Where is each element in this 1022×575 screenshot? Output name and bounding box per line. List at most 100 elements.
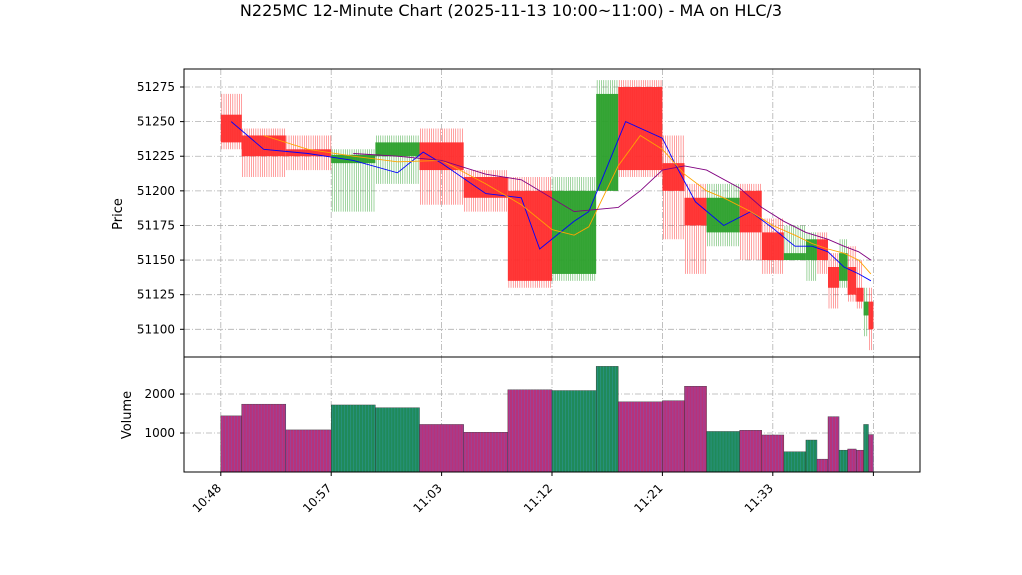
volume-tick-label: 1000 <box>144 426 175 440</box>
volume-bar <box>827 416 840 473</box>
volume-block <box>783 451 807 473</box>
time-tick-label: 10:48 <box>190 481 224 515</box>
volume-bar <box>331 404 376 473</box>
ma-line <box>353 153 872 261</box>
candle-body <box>863 301 869 316</box>
candle <box>596 80 619 191</box>
chart-title: N225MC 12-Minute Chart (2025-11-13 10:00… <box>240 1 782 20</box>
candle-body <box>662 163 685 191</box>
volume-bar <box>783 451 807 473</box>
volume-bar <box>863 424 869 473</box>
candle <box>419 128 464 205</box>
candle <box>507 177 552 288</box>
candle-body <box>761 232 784 261</box>
candle <box>662 135 685 240</box>
volume-bar <box>618 401 663 473</box>
candle-body <box>856 287 864 302</box>
price-tick-label: 51175 <box>137 218 175 232</box>
volume-bar <box>739 430 762 473</box>
volume-bar <box>706 431 740 473</box>
price-tick-label: 51125 <box>137 288 175 302</box>
volume-block <box>684 386 707 473</box>
volume-bar <box>847 448 857 473</box>
ma-line <box>263 134 872 275</box>
time-tick-label: 10:57 <box>300 481 334 515</box>
volume-block <box>761 434 785 473</box>
volume-bar <box>868 434 874 473</box>
candle <box>552 177 597 281</box>
volume-axis-ticks: 1000 2000 <box>144 387 184 440</box>
candle <box>618 80 663 177</box>
candle-body <box>828 267 840 288</box>
candle-body <box>552 190 597 274</box>
candle-body <box>241 135 286 157</box>
price-panel: 51100 51125 51150 51175 51200 51225 51250 51275… <box>111 68 921 358</box>
candle-body <box>375 142 420 157</box>
candle <box>828 253 840 309</box>
volume-block <box>856 449 864 473</box>
candle <box>847 246 857 302</box>
candle <box>805 232 817 281</box>
price-bars <box>220 80 874 351</box>
time-tick-label: 11:12 <box>521 481 555 515</box>
volume-bar <box>595 366 619 473</box>
candle <box>684 183 707 274</box>
candle <box>220 93 242 150</box>
volume-bar <box>551 390 597 473</box>
volume-bar <box>805 439 818 473</box>
volume-bar <box>285 429 332 473</box>
time-tick-label: 11:21 <box>631 481 665 515</box>
candle <box>863 287 869 337</box>
price-tick-label: 51150 <box>137 253 175 267</box>
volume-bar <box>816 458 829 473</box>
volume-bar <box>507 389 553 473</box>
volume-block <box>662 400 685 473</box>
price-axis-label: Price <box>111 198 126 230</box>
volume-block <box>863 424 869 473</box>
volume-bar <box>856 449 864 473</box>
volume-bar <box>375 407 420 473</box>
candle-body <box>331 154 376 164</box>
volume-bar <box>463 432 509 473</box>
time-tick-label: 11:03 <box>411 481 445 515</box>
volume-block <box>739 430 762 473</box>
candle <box>868 287 874 351</box>
candle <box>285 135 332 171</box>
volume-block <box>868 434 874 473</box>
candle-body <box>596 93 619 191</box>
candle-body <box>847 267 857 295</box>
candle-body <box>463 177 508 198</box>
price-tick-label: 51275 <box>137 80 175 94</box>
volume-bar <box>662 400 685 473</box>
candle-body <box>805 239 817 261</box>
candle <box>739 183 762 261</box>
price-tick-label: 51100 <box>137 322 175 336</box>
time-tick-label: 11:33 <box>742 481 776 515</box>
price-tick-label: 51225 <box>137 149 175 163</box>
candle-body <box>220 114 242 143</box>
volume-block <box>595 366 619 473</box>
candle-body <box>783 253 806 261</box>
candle-body <box>285 149 332 157</box>
volume-axis-label: Volume <box>120 391 135 439</box>
volume-bar <box>241 403 287 473</box>
volume-bar <box>761 434 785 473</box>
ma-lines <box>230 120 872 282</box>
candle-body <box>419 142 464 171</box>
candle-body <box>507 190 552 281</box>
ma-line <box>230 120 872 282</box>
candle <box>856 260 864 309</box>
volume-bar <box>220 415 242 473</box>
candle <box>331 149 376 212</box>
volume-bars <box>220 366 874 473</box>
candle-body <box>868 301 874 330</box>
price-tick-label: 51200 <box>137 184 175 198</box>
volume-bar <box>419 424 464 473</box>
price-tick-label: 51250 <box>137 115 175 129</box>
volume-bar <box>684 386 707 473</box>
time-axis-ticks: 10:48 10:57 11:03 11:12 11:21 11:33 <box>190 472 874 515</box>
volume-bar <box>838 449 848 473</box>
price-axis-ticks: 51100 51125 51150 51175 51200 51225 51250 51275 <box>137 80 184 336</box>
candle-body <box>684 197 707 226</box>
